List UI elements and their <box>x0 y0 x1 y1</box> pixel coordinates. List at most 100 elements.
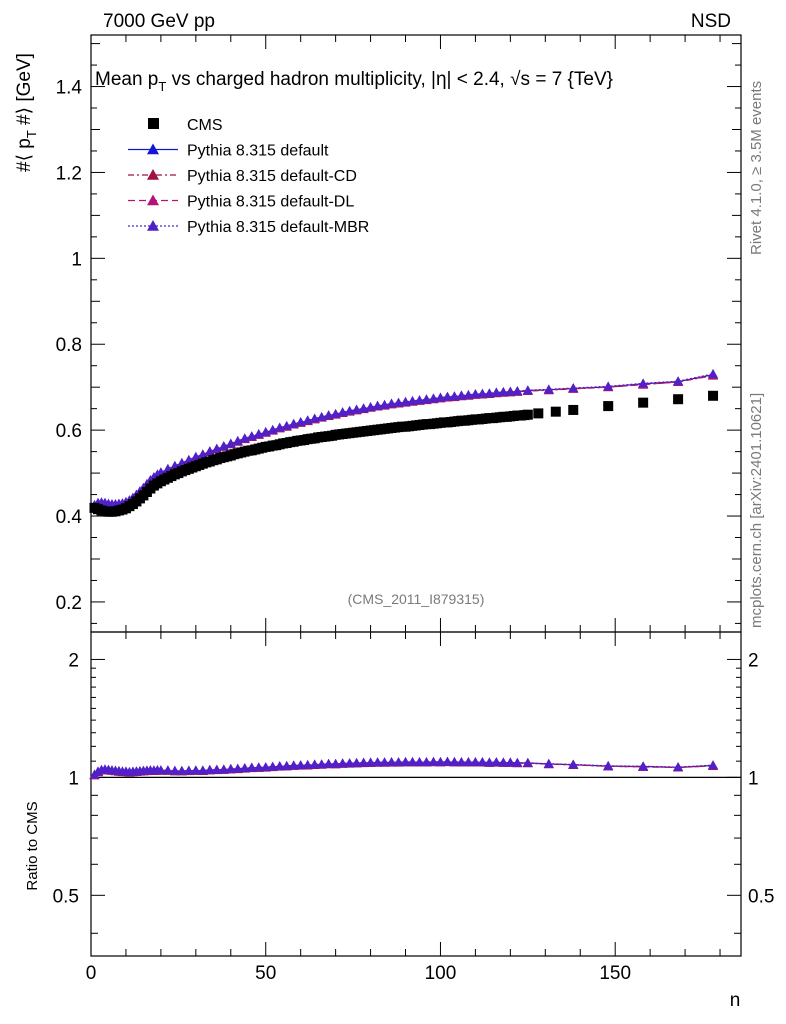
data-point-cms <box>708 390 719 401</box>
data-point-pythia-8-315-default-mbr <box>358 403 369 413</box>
data-point-pythia-8-315-default-mbr <box>414 395 425 405</box>
ratio-point-pythia-8-315-default-mbr <box>708 760 719 770</box>
data-point-pythia-8-315-default-mbr <box>204 446 215 456</box>
data-point-pythia-8-315-default-mbr <box>470 389 481 399</box>
mcplots-label: mcplots.cern.ch [arXiv:2401.10621] <box>748 393 765 628</box>
ratio-tick-label-right: 1 <box>748 768 759 789</box>
ratio-point-pythia-8-315-default-mbr <box>176 765 187 775</box>
ratio-point-pythia-8-315-default-mbr <box>288 760 299 770</box>
legend-label: Pythia 8.315 default-CD <box>187 168 357 185</box>
x-tick-label: 50 <box>255 963 276 984</box>
data-point-pythia-8-315-default-mbr <box>708 368 719 378</box>
ratio-point-pythia-8-315-default-mbr <box>673 762 684 772</box>
data-point-pythia-8-315-default-mbr <box>400 396 411 406</box>
ratio-point-pythia-8-315-default-mbr <box>344 758 355 768</box>
ratio-point-pythia-8-315-default-mbr <box>522 757 533 767</box>
y-tick-label: 0.6 <box>56 421 82 442</box>
data-point-pythia-8-315-default-mbr <box>603 381 614 391</box>
ratio-point-pythia-8-315-default-mbr <box>477 757 488 767</box>
data-point-pythia-8-315-default-mbr <box>522 385 533 395</box>
data-point-pythia-8-315-default-mbr <box>638 378 649 388</box>
ratio-point-pythia-8-315-default-mbr <box>190 765 201 775</box>
ratio-point-pythia-8-315-default-mbr <box>456 756 467 766</box>
ratio-point-pythia-8-315-default-mbr <box>323 758 334 768</box>
ratio-point-pythia-8-315-default-mbr <box>435 756 446 766</box>
ratio-point-pythia-8-315-default-mbr <box>568 759 579 769</box>
ratio-point-pythia-8-315-default-mbr <box>421 757 432 767</box>
data-point-cms <box>638 397 649 408</box>
ratio-point-pythia-8-315-default-mbr <box>281 760 292 770</box>
data-point-pythia-8-315-default-mbr <box>407 395 418 405</box>
chart-title: Mean pT vs charged hadron multiplicity, … <box>95 69 613 94</box>
series-line-pythia-8-315-default <box>94 374 714 506</box>
axis-ticks: 0 50 100 150 0.2 0.4 0.6 0.8 1 1.2 1.4 0.5 0.5 1 1 2 2 <box>53 35 774 984</box>
data-point-pythia-8-315-default-mbr <box>393 397 404 407</box>
data-point-pythia-8-315-default-mbr <box>197 449 208 459</box>
title-sqrt: √ <box>510 69 521 90</box>
title-eta: |η| < 2.4, <box>431 69 510 90</box>
ratio-point-pythia-8-315-default-mbr <box>267 761 278 771</box>
data-marks <box>89 368 719 780</box>
data-point-pythia-8-315-default-mbr <box>673 376 684 386</box>
ratio-point-pythia-8-315-default-mbr <box>372 757 383 767</box>
y-tick-label: 0.8 <box>56 335 82 356</box>
ratio-point-pythia-8-315-default-mbr <box>197 765 208 775</box>
ratio-point-pythia-8-315-default-mbr <box>379 757 390 767</box>
data-point-cms <box>533 408 544 419</box>
y-tick-label: 1.2 <box>56 163 82 184</box>
legend-marker <box>147 220 159 231</box>
header-left-label: 7000 GeV pp <box>103 11 215 32</box>
ratio-point-pythia-8-315-default-mbr <box>225 763 236 773</box>
ratio-point-pythia-8-315-default-mbr <box>442 756 453 766</box>
data-point-pythia-8-315-default-mbr <box>491 387 502 397</box>
data-point-pythia-8-315-default-mbr <box>323 410 334 420</box>
legend-label: CMS <box>187 117 223 134</box>
ratio-point-pythia-8-315-default-mbr <box>512 757 523 767</box>
ratio-point-pythia-8-315-default-mbr <box>239 763 250 773</box>
data-point-cms <box>550 406 561 417</box>
ratio-point-pythia-8-315-default-mbr <box>543 758 554 768</box>
title-energy: s = 7 {TeV} <box>521 69 613 90</box>
ratio-point-pythia-8-315-default-mbr <box>428 756 439 766</box>
ratio-point-pythia-8-315-default-mbr <box>449 756 460 766</box>
data-point-pythia-8-315-default-mbr <box>543 384 554 394</box>
ratio-point-pythia-8-315-default-mbr <box>183 765 194 775</box>
ratio-point-pythia-8-315-default-mbr <box>498 757 509 767</box>
ratio-point-pythia-8-315-default-mbr <box>337 758 348 768</box>
legend-label: Pythia 8.315 default-DL <box>187 194 354 211</box>
ratio-point-pythia-8-315-default-mbr <box>218 764 229 774</box>
ratio-point-pythia-8-315-default-mbr <box>470 757 481 767</box>
data-point-pythia-8-315-default-mbr <box>442 391 453 401</box>
ratio-tick-label: 1 <box>68 768 79 789</box>
data-point-cms <box>673 394 684 405</box>
data-point-pythia-8-315-default-mbr <box>344 405 355 415</box>
data-point-pythia-8-315-default-mbr <box>337 407 348 417</box>
ratio-point-pythia-8-315-default-mbr <box>169 765 180 775</box>
series-line-pythia-8-315-default-cd <box>94 375 714 507</box>
ratio-point-pythia-8-315-default-mbr <box>386 757 397 767</box>
series-line-pythia-8-315-default-dl <box>94 374 714 506</box>
x-tick-label: 100 <box>425 963 457 984</box>
ratio-point-pythia-8-315-default-mbr <box>484 757 495 767</box>
legend-marker <box>147 194 159 206</box>
ratio-point-pythia-8-315-default-mbr <box>253 762 264 772</box>
ratio-point-pythia-8-315-default-mbr <box>603 760 614 770</box>
data-point-pythia-8-315-default-mbr <box>568 383 579 393</box>
legend: CMS Pythia 8.315 default Pythia 8.315 defa… <box>128 117 369 236</box>
data-point-pythia-8-315-default-mbr <box>435 392 446 402</box>
ratio-tick-label: 2 <box>68 650 79 671</box>
title-mean: Mean p <box>95 69 158 90</box>
ratio-axis-label: Ratio to CMS <box>24 801 41 890</box>
ratio-point-pythia-8-315-default-mbr <box>232 763 243 773</box>
ratio-point-pythia-8-315-default-mbr <box>365 757 376 767</box>
data-point-pythia-8-315-default-mbr <box>512 386 523 396</box>
data-point-pythia-8-315-default-mbr <box>498 386 509 396</box>
ratio-point-pythia-8-315-default-mbr <box>393 757 404 767</box>
ratio-point-pythia-8-315-default-mbr <box>358 757 369 767</box>
x-tick-label: 0 <box>86 963 97 984</box>
data-point-cms <box>522 409 533 420</box>
data-point-cms <box>603 401 614 412</box>
y-axis-label: #⟨ pT #⟩ [GeV] <box>14 53 39 172</box>
data-point-pythia-8-315-default-mbr <box>190 451 201 461</box>
